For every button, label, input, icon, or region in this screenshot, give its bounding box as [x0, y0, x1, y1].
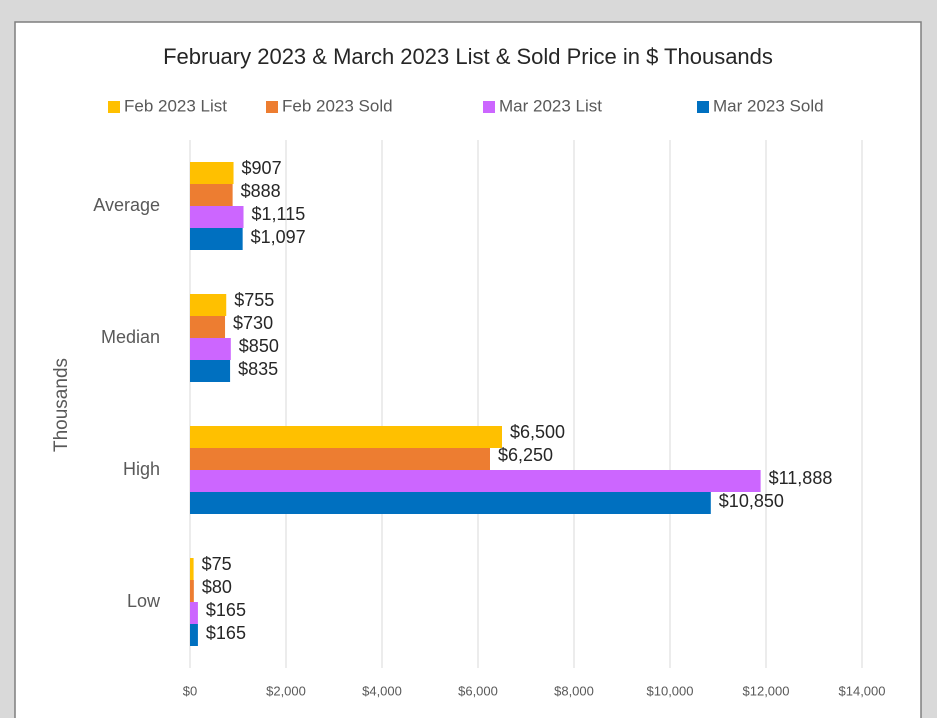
legend-label: Feb 2023 List: [124, 96, 227, 115]
legend-swatch: [266, 101, 278, 113]
y-tick-label: Median: [101, 327, 160, 347]
x-tick-label: $12,000: [743, 683, 790, 698]
data-label: $11,888: [769, 468, 833, 488]
legend-swatch: [483, 101, 495, 113]
legend-label: Mar 2023 Sold: [713, 96, 824, 115]
bar: [190, 426, 502, 448]
x-tick-label: $4,000: [362, 683, 402, 698]
x-tick-label: $6,000: [458, 683, 498, 698]
bar: [190, 580, 194, 602]
data-label: $165: [206, 623, 246, 643]
bar: [190, 558, 194, 580]
data-label: $835: [238, 359, 278, 379]
data-label: $1,115: [252, 204, 306, 224]
x-tick-label: $8,000: [554, 683, 594, 698]
y-tick-label: Average: [93, 195, 160, 215]
x-tick-label: $2,000: [266, 683, 306, 698]
data-label: $75: [202, 554, 232, 574]
data-label: $6,250: [498, 445, 553, 465]
bar: [190, 492, 711, 514]
bar: [190, 624, 198, 646]
data-label: $1,097: [251, 227, 306, 247]
data-label: $80: [202, 577, 232, 597]
data-label: $888: [241, 181, 281, 201]
data-label: $755: [234, 290, 274, 310]
bar: [190, 338, 231, 360]
bar: [190, 162, 234, 184]
bar: [190, 448, 490, 470]
y-axis-title: Thousands: [51, 358, 72, 452]
bar: [190, 294, 227, 316]
bar: [190, 470, 761, 492]
chart-panel: [14, 21, 922, 718]
bar: [190, 206, 244, 228]
chart-title: February 2023 & March 2023 List & Sold P…: [163, 44, 773, 69]
data-label: $907: [242, 158, 282, 178]
legend-label: Mar 2023 List: [499, 96, 602, 115]
bar: [190, 184, 233, 206]
bar: [190, 316, 226, 338]
x-tick-label: $14,000: [839, 683, 886, 698]
bar: [190, 228, 243, 250]
data-label: $10,850: [719, 491, 784, 511]
data-label: $850: [239, 336, 279, 356]
legend-label: Feb 2023 Sold: [282, 96, 393, 115]
bar: [190, 602, 198, 624]
x-tick-label: $10,000: [647, 683, 694, 698]
data-label: $730: [233, 313, 273, 333]
y-tick-label: High: [123, 459, 160, 479]
x-tick-label: $0: [183, 683, 197, 698]
y-tick-label: Low: [127, 591, 161, 611]
legend-swatch: [697, 101, 709, 113]
data-label: $6,500: [510, 422, 565, 442]
legend-swatch: [108, 101, 120, 113]
bar: [190, 360, 231, 382]
data-label: $165: [206, 600, 246, 620]
